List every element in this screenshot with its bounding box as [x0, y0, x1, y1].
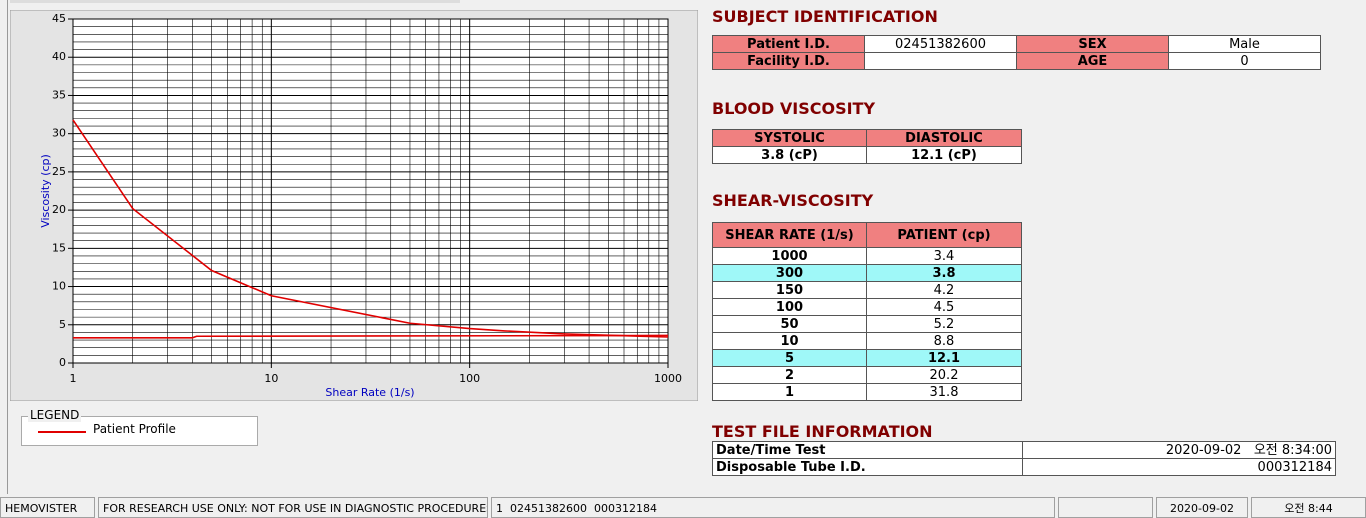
row: Date/Time Test 2020-09-02 오전 8:34:00 [712, 441, 1336, 459]
legend-swatch [38, 431, 86, 433]
cell: 2020-09-02 오전 8:34:00 [1022, 441, 1336, 459]
data-line [72, 119, 669, 338]
cell: 1000 [712, 247, 867, 265]
y-axis-label: Viscosity (cp) [39, 154, 52, 228]
cell: Date/Time Test [712, 441, 1023, 459]
row: 1 31.8 [712, 383, 1022, 401]
row: Disposable Tube I.D. 000312184 [712, 458, 1336, 476]
left-edge [7, 0, 8, 494]
cell: 3.8 (cP) [712, 146, 867, 164]
x-tick-label: 10 [264, 372, 278, 385]
y-tick-label: 15 [52, 241, 66, 254]
y-tick-label: 40 [52, 50, 66, 63]
cell: AGE [1016, 52, 1169, 70]
cell: 100 [712, 298, 867, 316]
cell: PATIENT (cp) [866, 222, 1022, 248]
cell: 12.1 [866, 349, 1022, 367]
legend-entry: Patient Profile [93, 422, 176, 436]
plot-frame [72, 18, 669, 364]
blood-table: SYSTOLIC DIASTOLIC 3.8 (cP) 12.1 (cP) [712, 129, 1022, 164]
y-tick-label: 45 [52, 12, 66, 25]
cell: SYSTOLIC [712, 129, 867, 147]
cell: 4.2 [866, 281, 1022, 299]
row: 300 3.8 [712, 264, 1022, 282]
data-line [73, 334, 669, 339]
legend-title: LEGEND [28, 408, 82, 422]
y-tick-label: 5 [59, 318, 66, 331]
x-axis-label: Shear Rate (1/s) [325, 386, 414, 399]
cell: 02451382600 [864, 35, 1017, 53]
cell: 31.8 [866, 383, 1022, 401]
row: 2 20.2 [712, 366, 1022, 384]
status-panel [1058, 497, 1153, 518]
cell: 20.2 [866, 366, 1022, 384]
status-panel: HEMOVISTER [0, 497, 95, 518]
row: 5 12.1 [712, 349, 1022, 367]
cell: 2 [712, 366, 867, 384]
section-title: BLOOD VISCOSITY [712, 99, 876, 118]
cell: 0 [1168, 52, 1321, 70]
plot-area [73, 19, 668, 363]
cell: 3.4 [866, 247, 1022, 265]
status-panel: 2020-09-02 [1156, 497, 1248, 518]
y-tick-label: 35 [52, 88, 66, 101]
cell: 50 [712, 315, 867, 333]
cell: Disposable Tube I.D. [712, 458, 1023, 476]
test-file-table: Date/Time Test 2020-09-02 오전 8:34:00 Dispo… [712, 441, 1336, 476]
y-tick-label: 30 [52, 127, 66, 140]
chart: Shear Rate (1/s) Viscosity (cp) 0 5 10 15 20… [10, 10, 698, 401]
cell: SEX [1016, 35, 1169, 53]
section-title: SHEAR-VISCOSITY [712, 191, 874, 210]
cell: 150 [712, 281, 867, 299]
status-panel: 1 02451382600 000312184 [491, 497, 1055, 518]
x-tick-label: 100 [459, 372, 480, 385]
cell: SHEAR RATE (1/s) [712, 222, 867, 248]
shear-table: SHEAR RATE (1/s) PATIENT (cp) 1000 3.4 300 3… [712, 222, 1022, 401]
cell: DIASTOLIC [866, 129, 1022, 147]
row: 100 4.5 [712, 298, 1022, 316]
cell: 3.8 [866, 264, 1022, 282]
x-tick-label: 1 [70, 372, 77, 385]
subject-table: Patient I.D. 02451382600 SEX Male Facility … [712, 35, 1321, 70]
cell: 4.5 [866, 298, 1022, 316]
row: 150 4.2 [712, 281, 1022, 299]
section-title: SUBJECT IDENTIFICATION [712, 7, 938, 26]
cell: 8.8 [866, 332, 1022, 350]
status-panel: 오전 8:44 [1251, 497, 1366, 518]
cell: Patient I.D. [712, 35, 865, 53]
y-tick-label: 0 [59, 356, 66, 369]
cell: Male [1168, 35, 1321, 53]
row: 10 8.8 [712, 332, 1022, 350]
cell: 300 [712, 264, 867, 282]
row: 1000 3.4 [712, 247, 1022, 265]
row: 50 5.2 [712, 315, 1022, 333]
cell: 12.1 (cP) [866, 146, 1022, 164]
y-tick-label: 10 [52, 280, 66, 293]
cell: 10 [712, 332, 867, 350]
y-tick-label: 25 [52, 165, 66, 178]
cell: 000312184 [1022, 458, 1336, 476]
cell: 5 [712, 349, 867, 367]
section-title: TEST FILE INFORMATION [712, 422, 933, 441]
x-tick-label: 1000 [654, 372, 682, 385]
cell: 5.2 [866, 315, 1022, 333]
legend: LEGEND Patient Profile [21, 408, 258, 446]
cell [864, 52, 1017, 70]
status-panel: FOR RESEARCH USE ONLY: NOT FOR USE IN DI… [98, 497, 488, 518]
cell: 1 [712, 383, 867, 401]
cell: Facility I.D. [712, 52, 865, 70]
y-tick-label: 20 [52, 203, 66, 216]
top-strip [10, 0, 460, 3]
